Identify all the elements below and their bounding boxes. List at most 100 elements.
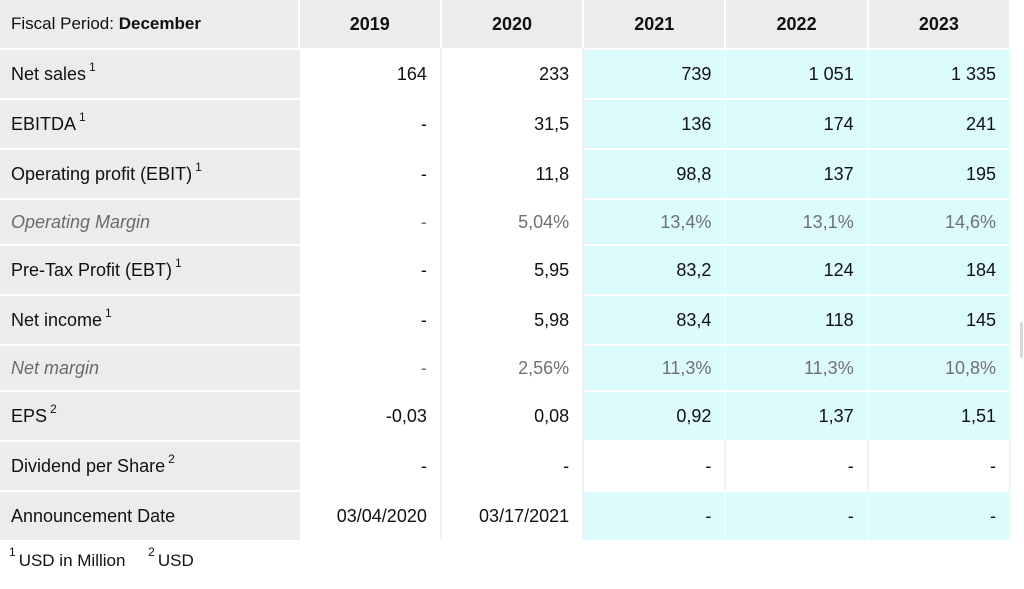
footnote-1: 1 USD in Million	[9, 545, 126, 570]
estimate-cell: 1 051	[726, 48, 869, 98]
value-cell: -	[299, 198, 442, 244]
estimate-cell: 13,1%	[726, 198, 869, 244]
footnote-2: 2 USD	[148, 545, 194, 570]
estimate-cell: 137	[726, 148, 869, 198]
value-cell: -	[299, 440, 442, 490]
footnotes: 1 USD in Million 2 USD	[9, 545, 212, 571]
row-label: Net income 1	[0, 294, 300, 344]
value-cell: -	[299, 294, 442, 344]
row-label-text: Net income	[11, 309, 103, 330]
value-cell: 03/04/2020	[299, 490, 442, 540]
row-label: Net sales 1	[0, 48, 300, 98]
value-cell: -	[299, 344, 442, 390]
scrollbar-edge[interactable]	[1020, 322, 1023, 358]
financials-table: Fiscal Period: December 2019 2020 2021 2…	[0, 0, 1011, 540]
footnote-marker: 1	[175, 255, 182, 270]
value-cell: 03/17/2021	[441, 490, 585, 540]
fiscal-period-label: Fiscal Period:	[11, 14, 114, 33]
header-row: Fiscal Period: December 2019 2020 2021 2…	[0, 0, 1011, 48]
year-header-2019: 2019	[299, 0, 442, 48]
row-net-sales: Net sales 1 164 233 739 1 051 1 335	[0, 48, 1011, 98]
estimate-cell: 739	[584, 48, 727, 98]
value-cell: -	[441, 440, 585, 490]
estimate-cell: 195	[868, 148, 1011, 198]
year-header-2021: 2021	[584, 0, 727, 48]
estimate-cell: 0,92	[584, 390, 727, 440]
estimate-cell: 11,3%	[726, 344, 869, 390]
value-cell: 164	[299, 48, 442, 98]
estimate-cell: 1,51	[868, 390, 1011, 440]
row-label: EBITDA 1	[0, 98, 300, 148]
value-cell: 0,08	[441, 390, 585, 440]
footnote-marker: 1	[105, 305, 112, 320]
estimate-cell: 10,8%	[868, 344, 1011, 390]
footnote-marker: 2	[50, 401, 57, 416]
row-label: Pre-Tax Profit (EBT) 1	[0, 244, 300, 294]
estimate-cell: -	[868, 490, 1011, 540]
value-cell: 233	[441, 48, 585, 98]
estimate-cell: 145	[868, 294, 1011, 344]
footnote-marker: 1	[89, 59, 96, 74]
year-header-2020: 2020	[441, 0, 585, 48]
estimate-cell: 118	[726, 294, 869, 344]
row-pre-tax-profit: Pre-Tax Profit (EBT) 1 - 5,95 83,2 124 18…	[0, 244, 1011, 294]
footnote-marker: 1	[195, 159, 202, 174]
value-cell: -0,03	[299, 390, 442, 440]
value-cell: -	[299, 244, 442, 294]
estimate-cell: 174	[726, 98, 869, 148]
estimate-cell: 11,3%	[584, 344, 727, 390]
row-label-text: Net sales	[11, 63, 87, 84]
estimate-cell: 136	[584, 98, 727, 148]
estimate-cell: -	[726, 490, 869, 540]
value-cell: 31,5	[441, 98, 585, 148]
estimate-cell: 1,37	[726, 390, 869, 440]
row-label-text: Operating Margin	[11, 211, 151, 232]
row-announcement-date: Announcement Date 03/04/2020 03/17/2021 …	[0, 490, 1011, 540]
estimate-cell: 83,4	[584, 294, 727, 344]
estimate-cell: 124	[726, 244, 869, 294]
row-net-income: Net income 1 - 5,98 83,4 118 145	[0, 294, 1011, 344]
value-cell: -	[868, 440, 1011, 490]
row-label-text: Dividend per Share	[11, 455, 166, 476]
estimate-cell: 241	[868, 98, 1011, 148]
footnote-mark: 1	[9, 545, 16, 559]
year-header-2022: 2022	[726, 0, 869, 48]
estimate-cell: 83,2	[584, 244, 727, 294]
row-label: Operating profit (EBIT) 1	[0, 148, 300, 198]
row-label: Net margin	[0, 344, 300, 390]
row-dividend-per-share: Dividend per Share 2 - - - - -	[0, 440, 1011, 490]
estimate-cell: 184	[868, 244, 1011, 294]
value-cell: -	[584, 440, 727, 490]
footnote-mark: 2	[148, 545, 155, 559]
estimate-cell: 98,8	[584, 148, 727, 198]
row-operating-profit: Operating profit (EBIT) 1 - 11,8 98,8 137…	[0, 148, 1011, 198]
row-label: Dividend per Share 2	[0, 440, 300, 490]
row-label-text: EPS	[11, 405, 48, 426]
row-eps: EPS 2 -0,03 0,08 0,92 1,37 1,51	[0, 390, 1011, 440]
estimate-cell: 14,6%	[868, 198, 1011, 244]
row-operating-margin: Operating Margin - 5,04% 13,4% 13,1% 14,…	[0, 198, 1011, 244]
row-ebitda: EBITDA 1 - 31,5 136 174 241	[0, 98, 1011, 148]
fiscal-period-value: December	[118, 14, 201, 33]
value-cell: -	[299, 98, 442, 148]
row-label-text: Announcement Date	[11, 505, 176, 526]
footnote-marker: 2	[168, 451, 175, 466]
value-cell: 11,8	[441, 148, 585, 198]
fiscal-period-header: Fiscal Period: December	[0, 0, 300, 48]
footnote-text: USD in Million	[18, 551, 126, 570]
row-label-text: Net margin	[11, 357, 100, 378]
value-cell: -	[726, 440, 869, 490]
value-cell: -	[299, 148, 442, 198]
value-cell: 5,04%	[441, 198, 585, 244]
footnote-text: USD	[157, 551, 194, 570]
row-label-text: Pre-Tax Profit (EBT)	[11, 259, 173, 280]
estimate-cell: 1 335	[868, 48, 1011, 98]
footnote-marker: 1	[79, 109, 86, 124]
row-label: Operating Margin	[0, 198, 300, 244]
row-label-text: EBITDA	[11, 113, 77, 134]
value-cell: 2,56%	[441, 344, 585, 390]
row-label-text: Operating profit (EBIT)	[11, 163, 193, 184]
value-cell: 5,98	[441, 294, 585, 344]
row-net-margin: Net margin - 2,56% 11,3% 11,3% 10,8%	[0, 344, 1011, 390]
